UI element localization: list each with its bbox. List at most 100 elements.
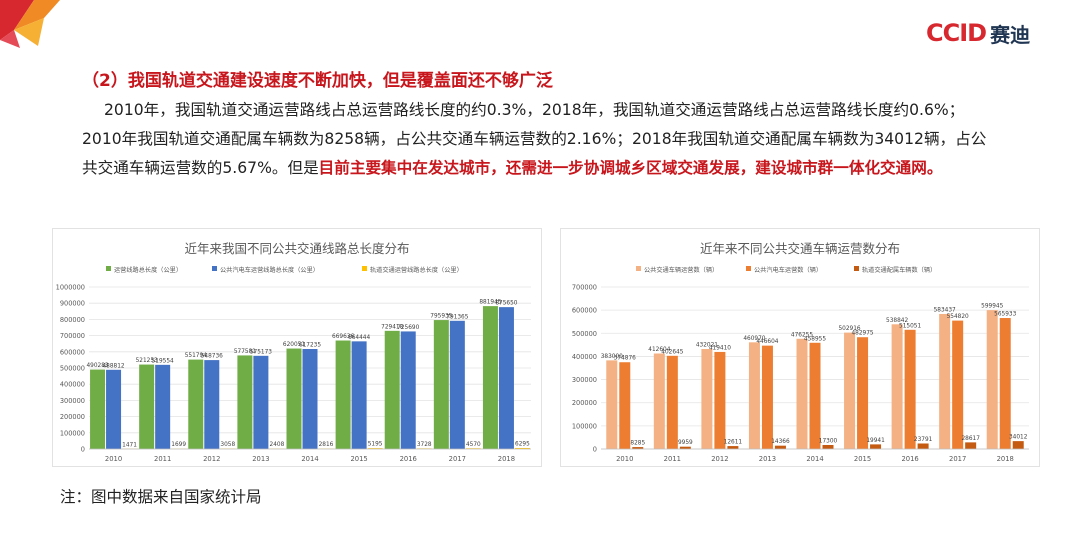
bar-1-2017 [449,320,465,449]
bar-1-2014 [809,342,821,449]
bar-1-2010 [619,362,631,449]
bar-0-2011 [139,364,155,449]
data-label-1-2010: 488812 [102,363,124,369]
bar-0-2018 [482,306,498,449]
data-label-2-2017: 4570 [466,442,481,448]
x-tick-label-2012: 2012 [203,455,220,463]
data-label-1-2016: 515051 [899,323,921,329]
data-label-0-2016: 538842 [886,318,908,324]
data-label-2-2011: 9959 [678,440,693,446]
data-label-1-2018: 565933 [994,312,1016,318]
data-label-0-2018: 881945 [479,300,501,306]
data-label-2-2014: 2816 [319,442,334,448]
data-label-0-2011: 521253 [136,358,158,364]
x-tick-label-2015: 2015 [350,455,367,463]
x-tick-label-2016: 2016 [901,455,918,463]
x-tick-label-2013: 2013 [252,455,269,463]
data-label-2-2012: 12611 [724,440,743,446]
y-tick-label-1: 100000 [60,429,85,437]
data-label-2-2018: 6295 [515,441,530,447]
bar-0-2016 [891,324,903,449]
section-heading: （2）我国轨道交通建设速度不断加快，但是覆盖面还不够广泛 [82,71,553,91]
data-label-2-2012: 3058 [220,442,235,448]
legend-label-2: 轨道交通配属车辆数（辆） [862,266,936,274]
bar-0-2010 [606,360,618,449]
chart-route-length: 近年来我国不同公共交通线路总长度分布运营线路总长度（公里） 公共汽电车运营线路总长… [52,228,542,467]
data-label-0-2015: 669636 [332,334,354,340]
x-tick-label-2017: 2017 [449,455,466,463]
bar-0-2017 [433,320,449,449]
data-label-0-2017: 795935 [430,314,452,320]
bar-1-2015 [857,337,869,449]
y-tick-label-0: 0 [81,446,85,454]
legend-label-1: 公共汽电车运营线路总长度（公里） [220,266,319,274]
bar-2-2010 [632,447,644,449]
y-tick-label-6: 600000 [60,348,85,356]
legend-swatch-2 [362,266,367,271]
data-label-1-2017: 791365 [446,314,468,320]
chart-title: 近年来我国不同公共交通线路总长度分布 [184,241,409,256]
data-label-0-2017: 583437 [934,307,956,313]
y-tick-label-3: 300000 [572,376,597,384]
data-label-0-2011: 412604 [648,347,670,353]
source-note: 注：图中数据来自国家统计局 [60,488,262,506]
x-tick-label-2010: 2010 [616,455,633,463]
data-label-1-2011: 402645 [661,349,683,355]
y-tick-label-0: 0 [593,446,597,454]
data-label-0-2010: 383000 [601,354,623,360]
bar-0-2012 [701,349,713,449]
bar-0-2014 [286,348,302,449]
legend-swatch-0 [636,266,641,271]
x-tick-label-2010: 2010 [105,455,122,463]
data-label-0-2014: 620051 [283,342,305,348]
data-label-1-2010: 374876 [614,356,636,362]
data-label-1-2016: 725690 [397,325,419,331]
data-label-0-2012: 432021 [696,343,718,349]
x-tick-label-2018: 2018 [997,455,1014,463]
bar-1-2011 [155,364,171,449]
y-tick-label-2: 200000 [60,413,85,421]
data-label-2-2016: 3728 [417,442,432,448]
data-label-2-2013: 14366 [771,439,790,445]
bar-1-2013 [253,355,269,449]
bar-1-2012 [204,360,220,449]
legend-label-2: 轨道交通运营线路总长度（公里） [370,266,463,274]
y-tick-label-4: 400000 [572,353,597,361]
y-tick-label-6: 600000 [572,307,597,315]
y-tick-label-9: 900000 [60,300,85,308]
data-label-0-2010: 490283 [86,363,108,369]
y-tick-label-10: 1000000 [56,284,85,292]
y-tick-label-5: 500000 [60,365,85,373]
data-label-2-2010: 1471 [122,442,137,448]
data-label-1-2017: 554820 [947,314,969,320]
bar-1-2018 [498,307,514,449]
data-label-2-2010: 8285 [630,441,645,447]
x-tick-label-2014: 2014 [806,455,823,463]
bar-1-2018 [999,318,1011,449]
data-label-2-2015: 19941 [866,438,885,444]
x-tick-label-2012: 2012 [711,455,728,463]
bar-2-2015 [367,448,383,449]
bar-0-2013 [748,342,760,449]
bar-2-2013 [774,445,786,449]
legend-label-0: 运营线路总长度（公里） [114,266,182,274]
x-tick-label-2014: 2014 [301,455,318,463]
y-tick-label-7: 700000 [572,284,597,292]
bar-0-2013 [237,355,253,449]
data-label-1-2015: 664444 [348,335,370,341]
bar-0-2017 [939,313,951,449]
x-tick-label-2018: 2018 [498,455,515,463]
legend-swatch-0 [106,266,111,271]
data-label-1-2014: 458955 [804,336,826,342]
x-tick-label-2011: 2011 [154,455,171,463]
bar-1-2012 [714,351,726,449]
bar-1-2014 [302,349,318,449]
bar-1-2013 [761,345,773,449]
legend-label-0: 公共交通车辆运营数（辆） [644,266,718,274]
x-tick-label-2016: 2016 [400,455,417,463]
data-label-1-2013: 575173 [250,349,272,355]
data-label-2-2011: 1699 [171,442,186,448]
bar-0-2011 [653,353,665,449]
ccid-logo: CCID 赛迪 [926,19,1030,47]
